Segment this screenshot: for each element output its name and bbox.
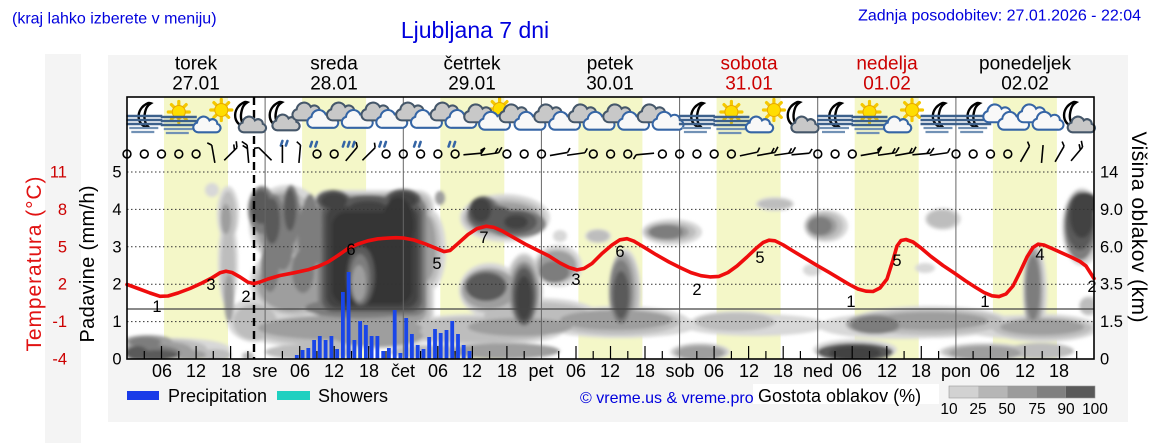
svg-text:14: 14 (1100, 164, 1118, 182)
svg-text:5: 5 (112, 164, 121, 182)
svg-text:Precipitation: Precipitation (168, 386, 267, 406)
svg-text:0: 0 (1100, 351, 1109, 369)
svg-text:1: 1 (152, 298, 161, 316)
svg-text:pet: pet (528, 361, 553, 381)
svg-text:5: 5 (432, 255, 441, 273)
svg-text:1: 1 (112, 313, 121, 331)
svg-text:2: 2 (241, 288, 250, 306)
svg-text:sob: sob (665, 361, 694, 381)
svg-text:3: 3 (112, 238, 121, 256)
svg-text:6: 6 (346, 241, 355, 259)
svg-text:torek: torek (175, 54, 218, 75)
svg-text:06: 06 (290, 361, 310, 381)
svg-text:Padavine (mm/h): Padavine (mm/h) (77, 186, 99, 343)
svg-text:četrtek: četrtek (443, 54, 501, 75)
svg-text:18: 18 (221, 361, 241, 381)
svg-text:ned: ned (803, 361, 833, 381)
svg-text:06: 06 (152, 361, 172, 381)
svg-text:28.01: 28.01 (310, 74, 358, 95)
svg-text:12: 12 (877, 361, 897, 381)
svg-text:18: 18 (359, 361, 379, 381)
svg-text:2: 2 (112, 276, 121, 294)
svg-text:5: 5 (755, 249, 764, 267)
svg-text:12: 12 (1015, 361, 1035, 381)
svg-text:12: 12 (324, 361, 344, 381)
svg-text:31.01: 31.01 (725, 74, 773, 95)
svg-text:-1: -1 (52, 313, 67, 331)
svg-text:nedelja: nedelja (856, 54, 918, 75)
svg-text:Višina oblakov (km): Višina oblakov (km) (1127, 132, 1150, 323)
svg-text:06: 06 (566, 361, 586, 381)
svg-text:2: 2 (58, 276, 67, 294)
svg-text:18: 18 (773, 361, 793, 381)
svg-text:© vreme.us & vreme.pro: © vreme.us & vreme.pro (580, 390, 754, 407)
svg-text:-4: -4 (52, 351, 67, 369)
svg-text:100: 100 (1082, 401, 1108, 418)
svg-text:06: 06 (428, 361, 448, 381)
svg-text:3: 3 (571, 271, 580, 289)
svg-text:12: 12 (462, 361, 482, 381)
svg-text:čet: čet (391, 361, 415, 381)
svg-text:2: 2 (692, 281, 701, 299)
svg-text:sreda: sreda (310, 54, 358, 75)
svg-text:8: 8 (58, 201, 67, 219)
svg-text:Showers: Showers (318, 386, 388, 406)
svg-text:3.5: 3.5 (1100, 276, 1123, 294)
svg-text:1.5: 1.5 (1100, 313, 1123, 331)
svg-text:6: 6 (615, 243, 624, 261)
svg-text:02.02: 02.02 (1001, 74, 1049, 95)
svg-text:75: 75 (1028, 401, 1045, 418)
svg-text:2: 2 (1087, 278, 1096, 296)
svg-text:50: 50 (998, 401, 1016, 418)
svg-text:06: 06 (704, 361, 724, 381)
svg-text:11: 11 (50, 164, 67, 182)
svg-text:06: 06 (842, 361, 862, 381)
svg-text:Temperatura (°C): Temperatura (°C) (23, 177, 46, 352)
svg-text:petek: petek (587, 54, 634, 75)
svg-text:9.0: 9.0 (1100, 201, 1123, 219)
svg-text:6.0: 6.0 (1100, 238, 1123, 256)
svg-text:1: 1 (980, 293, 989, 311)
svg-text:sre: sre (252, 361, 277, 381)
svg-text:27.01: 27.01 (172, 74, 220, 95)
svg-text:90: 90 (1057, 401, 1075, 418)
svg-text:18: 18 (497, 361, 517, 381)
svg-text:1: 1 (846, 293, 855, 311)
svg-text:10: 10 (940, 401, 958, 418)
svg-text:Ljubljana 7 dni: Ljubljana 7 dni (401, 17, 549, 43)
svg-text:01.02: 01.02 (863, 74, 911, 95)
svg-text:7: 7 (479, 229, 488, 247)
svg-text:18: 18 (1049, 361, 1069, 381)
svg-text:12: 12 (186, 361, 206, 381)
svg-text:0: 0 (112, 351, 121, 369)
svg-text:sobota: sobota (720, 54, 777, 75)
svg-text:29.01: 29.01 (448, 74, 496, 95)
svg-text:5: 5 (58, 238, 67, 256)
svg-text:(kraj lahko izberete v meniju): (kraj lahko izberete v meniju) (12, 11, 217, 28)
svg-text:12: 12 (600, 361, 620, 381)
svg-text:30.01: 30.01 (586, 74, 634, 95)
svg-text:18: 18 (635, 361, 655, 381)
svg-text:Gostota oblakov (%): Gostota oblakov (%) (758, 386, 921, 406)
svg-text:4: 4 (1035, 246, 1044, 264)
svg-text:3: 3 (206, 276, 215, 294)
svg-text:5: 5 (892, 252, 901, 270)
svg-text:06: 06 (980, 361, 1000, 381)
svg-text:18: 18 (911, 361, 931, 381)
svg-text:25: 25 (969, 401, 986, 418)
svg-text:12: 12 (739, 361, 759, 381)
svg-text:pon: pon (941, 361, 971, 381)
svg-text:Zadnja posodobitev: 27.01.2026: Zadnja posodobitev: 27.01.2026 - 22:04 (858, 8, 1141, 25)
svg-text:4: 4 (112, 201, 121, 219)
svg-text:ponedeljek: ponedeljek (979, 54, 1071, 75)
